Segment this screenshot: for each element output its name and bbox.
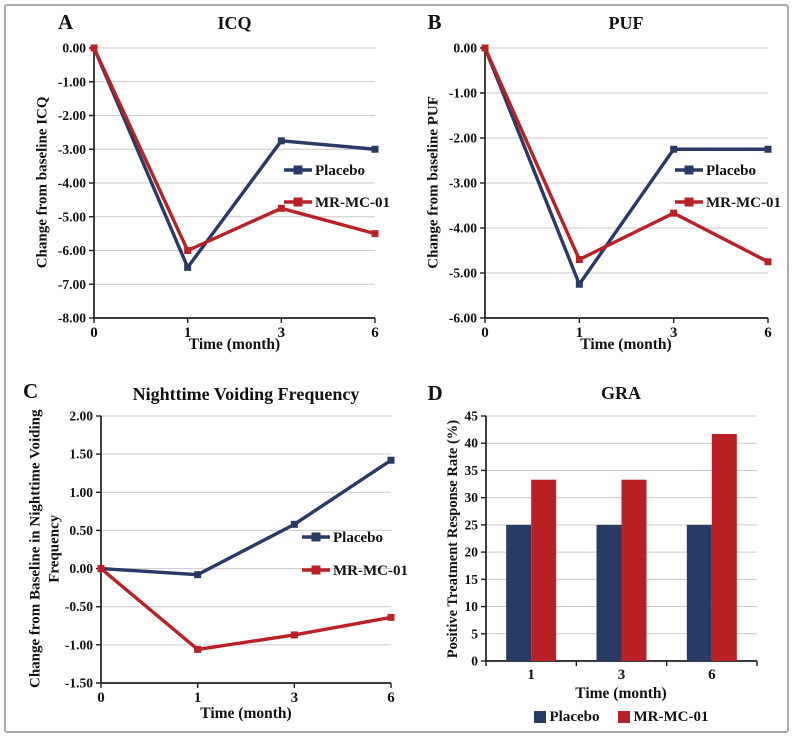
svg-text:1.50: 1.50 bbox=[69, 446, 93, 461]
svg-text:6: 6 bbox=[764, 325, 772, 341]
svg-text:-2.00: -2.00 bbox=[58, 108, 86, 123]
svg-text:40: 40 bbox=[464, 435, 478, 450]
gra-legend: Placebo MR-MC-01 bbox=[486, 709, 757, 726]
chart-title-nvf: Nighttime Voiding Frequency bbox=[132, 383, 360, 404]
panel-letter-b: B bbox=[427, 10, 442, 34]
panel-icq: A ICQ Change from baseline ICQ Time (mon… bbox=[6, 6, 397, 369]
svg-text:3: 3 bbox=[669, 325, 677, 341]
svg-text:6: 6 bbox=[371, 325, 379, 341]
svg-text:-3.00: -3.00 bbox=[58, 142, 86, 157]
gra-x-axis-label: Time (month) bbox=[575, 684, 667, 702]
svg-text:-8.00: -8.00 bbox=[58, 311, 86, 326]
figure-grid: A ICQ Change from baseline ICQ Time (mon… bbox=[4, 4, 789, 733]
icq-chart: 0.00 -1.00 -2.00 -3.00 -4.00 -5.00 -6.00 -7.00 -… bbox=[58, 41, 390, 342]
legend-label-mr-mc-01: MR-MC-01 bbox=[633, 708, 709, 725]
svg-text:-1.50: -1.50 bbox=[65, 675, 93, 690]
svg-text:Placebo: Placebo bbox=[315, 163, 365, 179]
icq-x-axis-label: Time (month) bbox=[188, 336, 281, 353]
panel-letter-d: D bbox=[427, 380, 443, 405]
chart-title-icq: ICQ bbox=[217, 13, 252, 33]
svg-text:15: 15 bbox=[464, 571, 478, 586]
svg-text:MR-MC-01: MR-MC-01 bbox=[706, 195, 781, 211]
svg-text:Placebo: Placebo bbox=[333, 530, 383, 546]
svg-text:20: 20 bbox=[464, 544, 478, 559]
panel-nighttime-voiding: C Nighttime Voiding Frequency Change fro… bbox=[6, 369, 408, 732]
svg-text:-1.00: -1.00 bbox=[65, 637, 93, 652]
svg-text:25: 25 bbox=[464, 517, 478, 532]
svg-text:-5.00: -5.00 bbox=[58, 209, 86, 224]
svg-text:0: 0 bbox=[97, 690, 105, 706]
svg-text:35: 35 bbox=[464, 462, 478, 477]
svg-text:0: 0 bbox=[481, 325, 489, 341]
svg-text:45: 45 bbox=[464, 408, 478, 423]
gra-chart: 45 40 35 30 25 20 15 10 5 0 1 3 6 bbox=[464, 408, 758, 683]
legend-label-placebo: Placebo bbox=[549, 708, 600, 725]
chart-title-gra: GRA bbox=[601, 382, 641, 403]
mr-mc-01-swatch bbox=[617, 711, 630, 723]
svg-text:30: 30 bbox=[464, 490, 478, 505]
svg-text:1.00: 1.00 bbox=[69, 484, 93, 499]
svg-text:-1.00: -1.00 bbox=[448, 86, 476, 101]
svg-text:MR-MC-01: MR-MC-01 bbox=[333, 563, 408, 579]
puf-x-axis-label: Time (month) bbox=[580, 336, 672, 353]
svg-text:-6.00: -6.00 bbox=[448, 311, 476, 326]
svg-text:6: 6 bbox=[708, 667, 716, 683]
legend-item-placebo: Placebo bbox=[533, 708, 600, 726]
nvf-chart: 2.00 1.50 1.00 0.50 0.00 -0.50 -1.00 -1.50 0 1 3 6 P… bbox=[65, 408, 408, 706]
chart-title-puf: PUF bbox=[608, 13, 644, 33]
nvf-x-axis-label: Time (month) bbox=[200, 704, 292, 722]
svg-text:0: 0 bbox=[471, 653, 478, 668]
svg-text:-1.00: -1.00 bbox=[58, 74, 86, 89]
svg-text:3: 3 bbox=[617, 667, 625, 683]
svg-text:-6.00: -6.00 bbox=[58, 243, 86, 258]
svg-text:-4.00: -4.00 bbox=[58, 176, 86, 191]
svg-text:1: 1 bbox=[575, 325, 583, 341]
svg-text:0.50: 0.50 bbox=[69, 522, 93, 537]
legend-item-mr-mc-01: MR-MC-01 bbox=[617, 708, 709, 726]
svg-text:-4.00: -4.00 bbox=[448, 221, 476, 236]
svg-text:-0.50: -0.50 bbox=[65, 599, 93, 614]
panel-letter-a: A bbox=[58, 10, 74, 34]
svg-text:Placebo: Placebo bbox=[706, 163, 756, 179]
svg-text:6: 6 bbox=[387, 690, 395, 706]
puf-chart: 0.00 -1.00 -2.00 -3.00 -4.00 -5.00 -6.00 0 1 3 6 Pl… bbox=[448, 41, 781, 342]
panel-puf: B PUF Change from baseline PUF Time (mon… bbox=[397, 6, 788, 369]
svg-text:3: 3 bbox=[278, 325, 286, 341]
svg-text:-3.00: -3.00 bbox=[448, 176, 476, 191]
panel-letter-c: C bbox=[23, 378, 39, 403]
svg-text:0.00: 0.00 bbox=[62, 41, 86, 56]
svg-text:-7.00: -7.00 bbox=[58, 277, 86, 292]
svg-text:-2.00: -2.00 bbox=[448, 131, 476, 146]
panel-gra: D GRA Positive Treatment Response Rate (… bbox=[397, 369, 788, 732]
svg-text:-5.00: -5.00 bbox=[448, 266, 476, 281]
svg-text:1: 1 bbox=[527, 667, 535, 683]
svg-text:1: 1 bbox=[194, 690, 202, 706]
svg-text:10: 10 bbox=[464, 599, 478, 614]
svg-text:2.00: 2.00 bbox=[69, 408, 93, 423]
svg-text:0.00: 0.00 bbox=[69, 561, 93, 576]
svg-text:MR-MC-01: MR-MC-01 bbox=[315, 195, 390, 211]
svg-text:1: 1 bbox=[184, 325, 192, 341]
svg-text:5: 5 bbox=[471, 626, 478, 641]
svg-text:0.00: 0.00 bbox=[453, 41, 477, 56]
placebo-swatch bbox=[533, 711, 546, 723]
svg-text:0: 0 bbox=[90, 325, 98, 341]
svg-text:3: 3 bbox=[291, 690, 299, 706]
